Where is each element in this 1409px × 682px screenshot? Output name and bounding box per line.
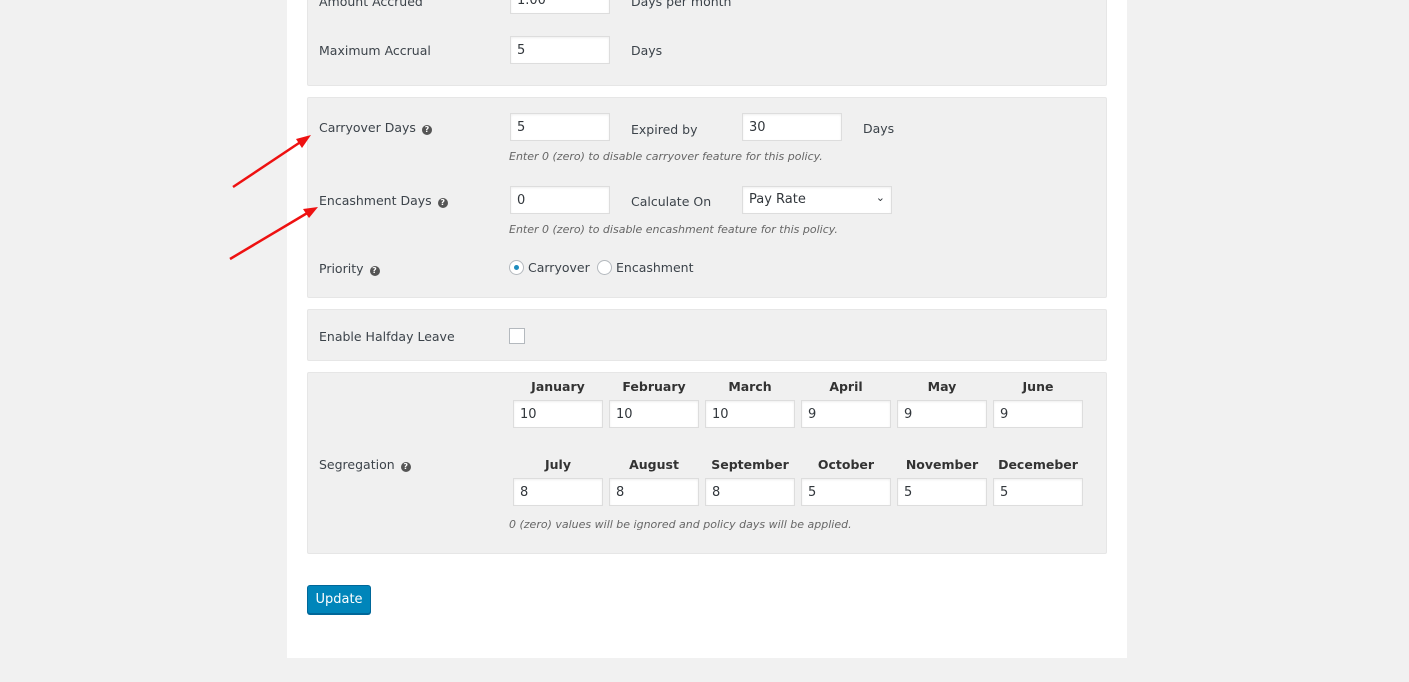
amount-accrued-input[interactable] (510, 0, 610, 14)
annotation-arrow-carryover (232, 135, 311, 189)
halfday-section (307, 309, 1107, 361)
chevron-down-icon: ⌄ (875, 191, 885, 204)
radio-unchecked[interactable] (597, 260, 612, 275)
month-label: May (927, 379, 957, 394)
priority-encashment-radio[interactable]: Encashment (597, 260, 693, 275)
month-label: January (531, 379, 585, 394)
maximum-accrual-label: Maximum Accrual (319, 43, 431, 58)
month-label: Decemeber (998, 457, 1078, 472)
month-label: October (817, 457, 875, 472)
expired-by-input[interactable] (742, 113, 842, 141)
priority-label: Priority? (319, 261, 380, 276)
help-icon[interactable]: ? (437, 198, 448, 208)
maximum-accrual-input[interactable] (510, 36, 610, 64)
month-input-november[interactable] (897, 478, 987, 506)
month-input-october[interactable] (801, 478, 891, 506)
month-label: November (905, 457, 979, 472)
carryover-description: Enter 0 (zero) to disable carryover feat… (509, 150, 823, 163)
calculate-on-value: Pay Rate (749, 192, 806, 207)
radio-checked[interactable] (509, 260, 524, 275)
month-label: March (728, 379, 772, 394)
month-input-september[interactable] (705, 478, 795, 506)
month-label: July (545, 457, 571, 472)
amount-accrued-unit: Days per month (631, 0, 732, 9)
update-button[interactable]: Update (307, 585, 371, 614)
calculate-on-label: Calculate On (631, 194, 712, 209)
annotation-arrow-encashment (229, 207, 318, 261)
segregation-description: 0 (zero) values will be ignored and poli… (509, 518, 852, 531)
encashment-days-label: Encashment Days? (319, 193, 448, 208)
carryover-days-label: Carryover Days? (319, 120, 432, 135)
encashment-days-input[interactable] (510, 186, 610, 214)
month-label: February (622, 379, 686, 394)
expired-by-label: Expired by (631, 122, 698, 137)
month-input-february[interactable] (609, 400, 699, 428)
accrual-section (307, 0, 1107, 86)
encashment-description: Enter 0 (zero) to disable encashment fea… (509, 223, 838, 236)
help-icon[interactable]: ? (421, 125, 432, 135)
month-input-may[interactable] (897, 400, 987, 428)
month-input-july[interactable] (513, 478, 603, 506)
month-label: June (1022, 379, 1054, 394)
month-input-decemeber[interactable] (993, 478, 1083, 506)
maximum-accrual-unit: Days (631, 43, 663, 58)
month-input-june[interactable] (993, 400, 1083, 428)
amount-accrued-label: Amount Accrued (319, 0, 423, 9)
expired-by-unit: Days (863, 121, 895, 136)
halfday-checkbox[interactable] (509, 328, 525, 344)
month-input-august[interactable] (609, 478, 699, 506)
priority-carryover-radio[interactable]: Carryover (509, 260, 590, 275)
help-icon[interactable]: ? (400, 462, 411, 472)
month-input-january[interactable] (513, 400, 603, 428)
month-input-april[interactable] (801, 400, 891, 428)
month-label: August (629, 457, 679, 472)
carryover-encashment-section (307, 97, 1107, 298)
segregation-label: Segregation? (319, 457, 411, 472)
help-icon[interactable]: ? (369, 266, 380, 276)
month-label: September (711, 457, 789, 472)
month-label: April (829, 379, 863, 394)
carryover-days-input[interactable] (510, 113, 610, 141)
calculate-on-select[interactable]: Pay Rate ⌄ (742, 186, 892, 214)
halfday-label: Enable Halfday Leave (319, 329, 455, 344)
month-input-march[interactable] (705, 400, 795, 428)
